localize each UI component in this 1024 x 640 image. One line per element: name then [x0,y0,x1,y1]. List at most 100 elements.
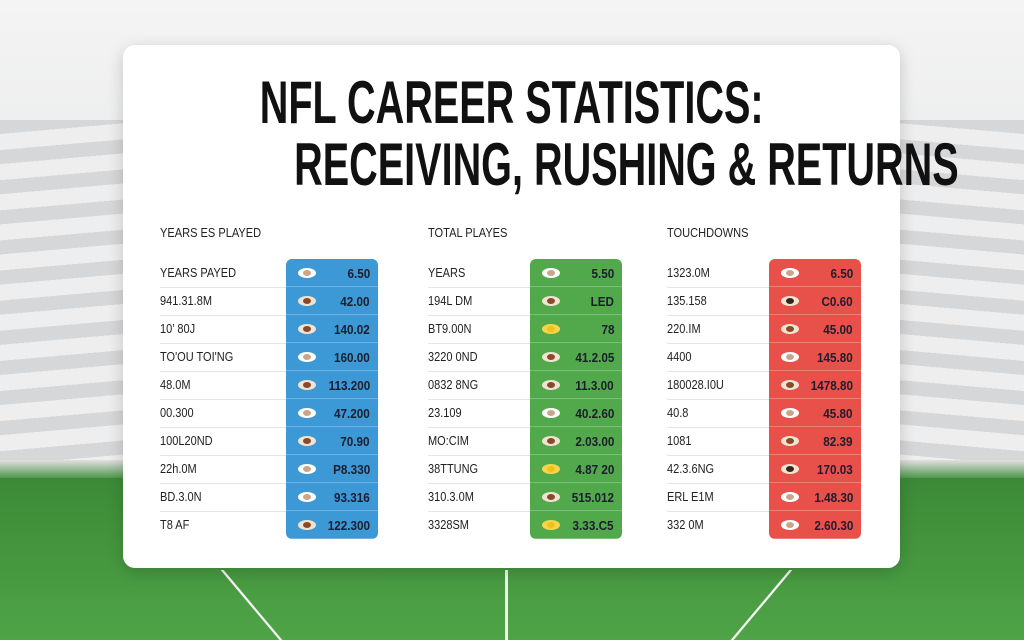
row-divider [667,427,769,428]
row-label: 941.31.8M [160,294,212,308]
value-cell: 113.200 [286,371,378,399]
value-cell: 6.50 [286,259,378,287]
football-icon [298,324,316,334]
row-divider [667,371,769,372]
row-label: ERL E1M [667,490,714,504]
football-icon [298,520,316,530]
stat-value: 70.90 [340,434,370,449]
value-cell: 160.00 [286,343,378,371]
football-icon [298,408,316,418]
title-line-2: RECEIVING, RUSHING & RETURNS [294,131,959,198]
football-icon [542,352,560,362]
row-divider [160,315,286,316]
row-divider [428,371,530,372]
value-cell: 78 [530,315,622,343]
row-divider [160,343,286,344]
value-cell: C0.60 [769,287,861,315]
value-cell: 145.80 [769,343,861,371]
row-divider [667,455,769,456]
stat-value: C0.60 [821,294,853,309]
title-line-1: NFL CAREER STATISTICS: [259,69,764,136]
football-icon [781,296,799,306]
value-pill: 5.50 LED 78 41.2.05 11.3.00 40.2.60 2.03.00 4.8… [530,259,622,539]
football-icon [542,380,560,390]
row-label: 0832 8NG [428,378,479,392]
stat-value: 6.50 [830,266,853,281]
stat-value: 140.02 [334,322,370,337]
football-icon [542,492,560,502]
value-pill: 6.50 42.00 140.02 160.00 113.200 47.200 70.90 P… [286,259,378,539]
row-label: 1081 [667,434,692,448]
football-icon [542,268,560,278]
row-divider [428,343,530,344]
value-cell: 1.48.30 [769,483,861,511]
value-cell: 122.300 [286,511,378,539]
stat-value: P8.330 [332,462,370,477]
football-icon [298,268,316,278]
row-divider [428,427,530,428]
row-label: TO'OU TOI'NG [160,350,234,364]
stat-value: 113.200 [328,378,370,393]
football-icon [298,464,316,474]
stat-value: 78 [600,322,614,337]
football-icon [542,296,560,306]
row-divider [160,287,286,288]
row-label: 40.8 [667,406,689,420]
value-cell: 82.39 [769,427,861,455]
stat-value: 11.3.00 [575,378,614,393]
row-label: 4400 [667,350,692,364]
row-label: 332 0M [667,518,704,532]
row-label: 194L DM [428,294,473,308]
row-label: YEARS PAYED [160,266,237,280]
row-label: 48.0M [160,378,191,392]
row-divider [428,483,530,484]
value-cell: 6.50 [769,259,861,287]
football-icon [542,520,560,530]
stat-value: 5.50 [591,266,614,281]
row-label: 1323.0M [667,266,710,280]
row-label: 100L20ND [160,434,213,448]
row-divider [160,427,286,428]
stat-value: 160.00 [334,350,370,365]
row-label: 3328SM [428,518,469,532]
football-icon [781,324,799,334]
football-icon [781,436,799,446]
football-icon [542,436,560,446]
value-cell: 3.33.C5 [530,511,622,539]
stat-value: 45.00 [823,322,853,337]
row-divider [667,483,769,484]
row-label: 180028.I0U [667,378,724,392]
football-icon [781,464,799,474]
row-label: 220.IM [667,322,701,336]
value-cell: 47.200 [286,399,378,427]
football-icon [542,464,560,474]
row-divider [667,315,769,316]
stat-value: 47.200 [334,406,370,421]
value-cell: 515.012 [530,483,622,511]
football-icon [781,380,799,390]
value-cell: P8.330 [286,455,378,483]
stat-value: 3.33.C5 [573,518,614,533]
column-header: TOUCHDOWNS [667,225,749,240]
football-icon [298,380,316,390]
row-divider [667,343,769,344]
value-cell: 140.02 [286,315,378,343]
football-icon [298,352,316,362]
row-label: T8 AF [160,518,190,532]
row-label: 310.3.0M [428,490,474,504]
column-header: TOTAL PLAYES [428,225,508,240]
football-icon [542,324,560,334]
stat-value: 145.80 [817,350,853,365]
stat-value: LED [590,294,614,309]
row-label: 00.300 [160,406,194,420]
row-label: 23.109 [428,406,462,420]
football-icon [781,492,799,502]
row-divider [160,511,286,512]
row-label: 10’ 80J [160,322,196,336]
row-divider [160,371,286,372]
row-label: BT9.00N [428,322,472,336]
row-label: BD.3.0N [160,490,202,504]
row-label: 22h.0M [160,462,197,476]
football-icon [542,408,560,418]
stat-value: 82.39 [823,434,853,449]
